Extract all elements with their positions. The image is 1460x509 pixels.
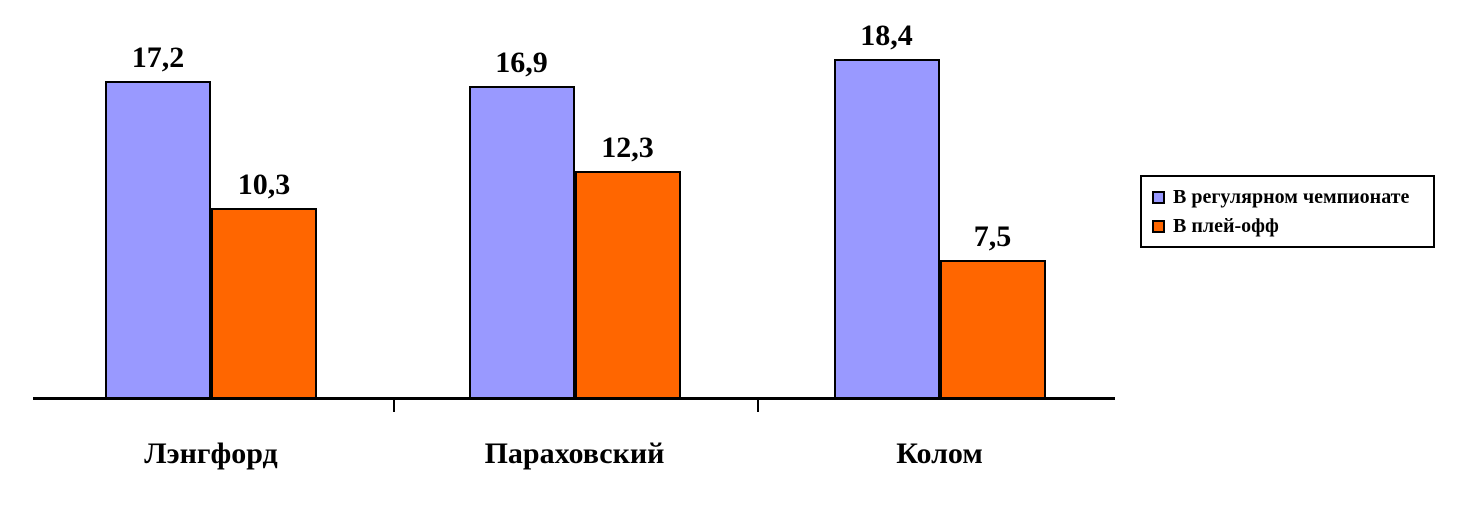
bar-playoffs-langford (211, 208, 317, 399)
legend-item-playoffs: В плей-офф (1152, 215, 1423, 237)
legend-item-regular-season: В регулярном чемпионате (1152, 186, 1423, 208)
bar-playoffs-kolom (939, 260, 1046, 399)
category-label-kolom: Колом (896, 437, 983, 470)
value-label-regular-season-parakhovsky: 16,9 (495, 46, 548, 80)
value-label-playoffs-kolom: 7,5 (973, 220, 1012, 254)
bar-regular-season-parakhovsky (468, 86, 575, 399)
value-label-playoffs-langford: 10,3 (237, 168, 291, 202)
category-label-langford: Лэнгфорд (144, 437, 278, 470)
bar-playoffs-parakhovsky (574, 171, 681, 399)
x-axis-tick-2 (756, 398, 759, 412)
bar-regular-season-kolom (833, 58, 940, 399)
value-label-regular-season-kolom: 18,4 (860, 18, 913, 52)
category-label-parakhovsky: Параховский (484, 437, 665, 470)
legend: В регулярном чемпионате В плей-офф (1140, 175, 1435, 248)
legend-label-regular-season: В регулярном чемпионате (1173, 186, 1410, 208)
bar-regular-season-langford (105, 80, 211, 399)
legend-swatch-regular-season-icon (1152, 190, 1165, 204)
value-label-playoffs-parakhovsky: 12,3 (601, 131, 654, 165)
legend-swatch-playoffs-icon (1152, 219, 1165, 233)
value-label-regular-season-langford: 17,2 (131, 40, 185, 74)
x-axis-tick-1 (392, 398, 395, 412)
legend-label-playoffs: В плей-офф (1173, 215, 1279, 237)
